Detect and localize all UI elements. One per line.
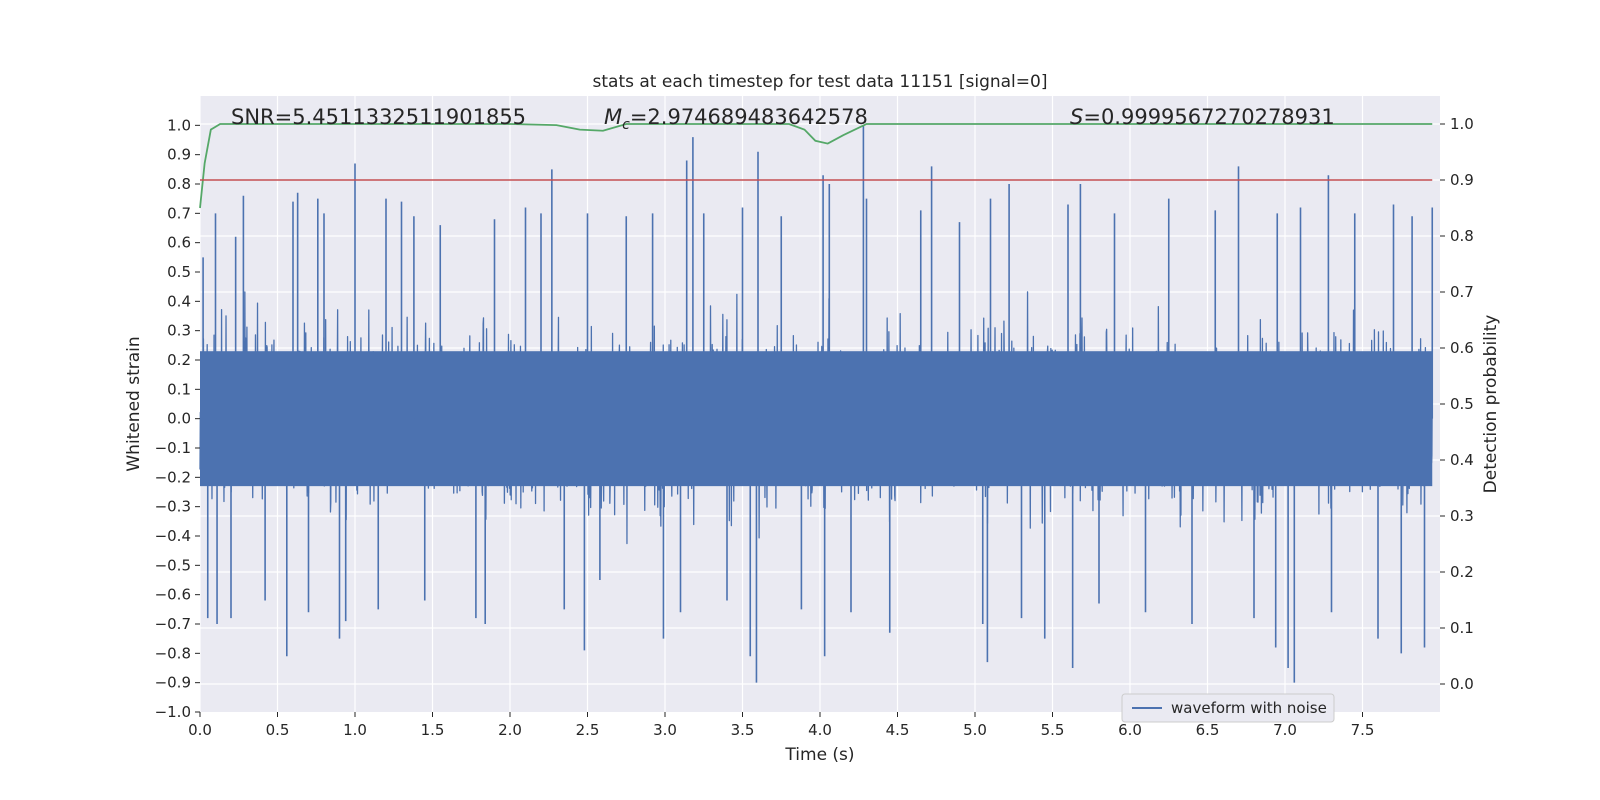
legend: waveform with noise: [1121, 693, 1335, 723]
y2-tick-label: 0.7: [1450, 283, 1474, 301]
x-tick-label: 7.5: [1351, 721, 1375, 739]
y2-axis-label: Detection probability: [1481, 315, 1501, 494]
right-axis-series: [199, 123, 1433, 209]
chart-title: stats at each timestep for test data 111…: [593, 72, 1048, 92]
y2-tick-label: 0.1: [1450, 619, 1474, 637]
x-tick-label: 1.5: [421, 721, 445, 739]
x-tick-label: 6.5: [1196, 721, 1220, 739]
snr-annotation: SNR=5.4511332511901855: [231, 105, 526, 129]
x-tick-label: 0.0: [188, 721, 212, 739]
x-tick-label: 4.0: [808, 721, 832, 739]
x-tick-label: 2.5: [576, 721, 600, 739]
y2-tick-label: 0.9: [1450, 171, 1474, 189]
y-axis-left: 1.0 0.9 0.8 0.7 0.6 0.5 0.4 0.3 0.2 0.1 0.0 −0.1 −0.…: [155, 116, 200, 721]
x-axis: 0.0 0.5 1.0 1.5 2.0 2.5 3.0 3.5 4.0 4.5 5.0 5.5 6.0 6…: [188, 712, 1374, 739]
y2-tick-label: 0.0: [1450, 675, 1474, 693]
y-tick-label: −0.7: [155, 615, 191, 633]
x-tick-label: 0.5: [266, 721, 290, 739]
y2-tick-label: 0.8: [1450, 227, 1474, 245]
x-tick-label: 3.5: [731, 721, 755, 739]
y-tick-label: −0.9: [155, 674, 191, 692]
y2-tick-label: 0.5: [1450, 395, 1474, 413]
x-tick-label: 7.0: [1273, 721, 1297, 739]
x-tick-label: 4.5: [886, 721, 910, 739]
y-tick-label: 0.0: [167, 410, 191, 428]
y2-tick-label: 0.2: [1450, 563, 1474, 581]
y-tick-label: 0.7: [167, 204, 191, 222]
legend-label: waveform with noise: [1171, 699, 1327, 717]
y-tick-label: −0.3: [155, 498, 191, 516]
y-tick-label: −0.2: [155, 468, 191, 486]
s-value: =0.9999567270278931: [1083, 105, 1334, 129]
mc-subscript: c: [622, 117, 630, 133]
x-tick-label: 2.0: [498, 721, 522, 739]
y2-tick-label: 0.4: [1450, 451, 1474, 469]
y-tick-label: −0.6: [155, 586, 191, 604]
x-axis-label: Time (s): [784, 745, 854, 765]
y-tick-label: 0.4: [167, 292, 191, 310]
y-tick-label: 0.6: [167, 234, 191, 252]
mc-value: =2.974689483642578: [630, 105, 868, 129]
waveform-series: [199, 125, 1434, 683]
detection-statistic-annotation: S=0.9999567270278931: [1070, 105, 1335, 129]
y2-tick-label: 0.6: [1450, 339, 1474, 357]
y-tick-label: 0.2: [167, 351, 191, 369]
x-tick-label: 5.5: [1041, 721, 1065, 739]
chirp-mass-annotation: Mc=2.974689483642578: [604, 105, 868, 133]
y-tick-label: 0.8: [167, 175, 191, 193]
detection-probability-line: [199, 123, 1433, 209]
y-tick-label: 1.0: [167, 116, 191, 134]
legend-box: [1121, 693, 1335, 723]
y-tick-label: −0.5: [155, 556, 191, 574]
y-tick-label: 0.1: [167, 380, 191, 398]
y-tick-label: −1.0: [155, 703, 191, 721]
y2-tick-label: 1.0: [1450, 115, 1474, 133]
mc-symbol: M: [604, 105, 622, 129]
y-axis-label: Whitened strain: [124, 336, 144, 471]
x-tick-label: 6.0: [1118, 721, 1142, 739]
x-tick-label: 1.0: [343, 721, 367, 739]
y-axis-right: 1.0 0.9 0.8 0.7 0.6 0.5 0.4 0.3 0.2 0.1 0.0: [1440, 115, 1474, 693]
s-symbol: S: [1070, 105, 1083, 129]
y-tick-label: 0.9: [167, 146, 191, 164]
y-tick-label: −0.4: [155, 527, 191, 545]
waveform-core-band: [200, 351, 1433, 487]
x-tick-label: 5.0: [963, 721, 987, 739]
y-tick-label: −0.1: [155, 439, 191, 457]
y-tick-label: −0.8: [155, 644, 191, 662]
x-tick-label: 3.0: [653, 721, 677, 739]
y2-tick-label: 0.3: [1450, 507, 1474, 525]
y-tick-label: 0.5: [167, 263, 191, 281]
y-tick-label: 0.3: [167, 322, 191, 340]
